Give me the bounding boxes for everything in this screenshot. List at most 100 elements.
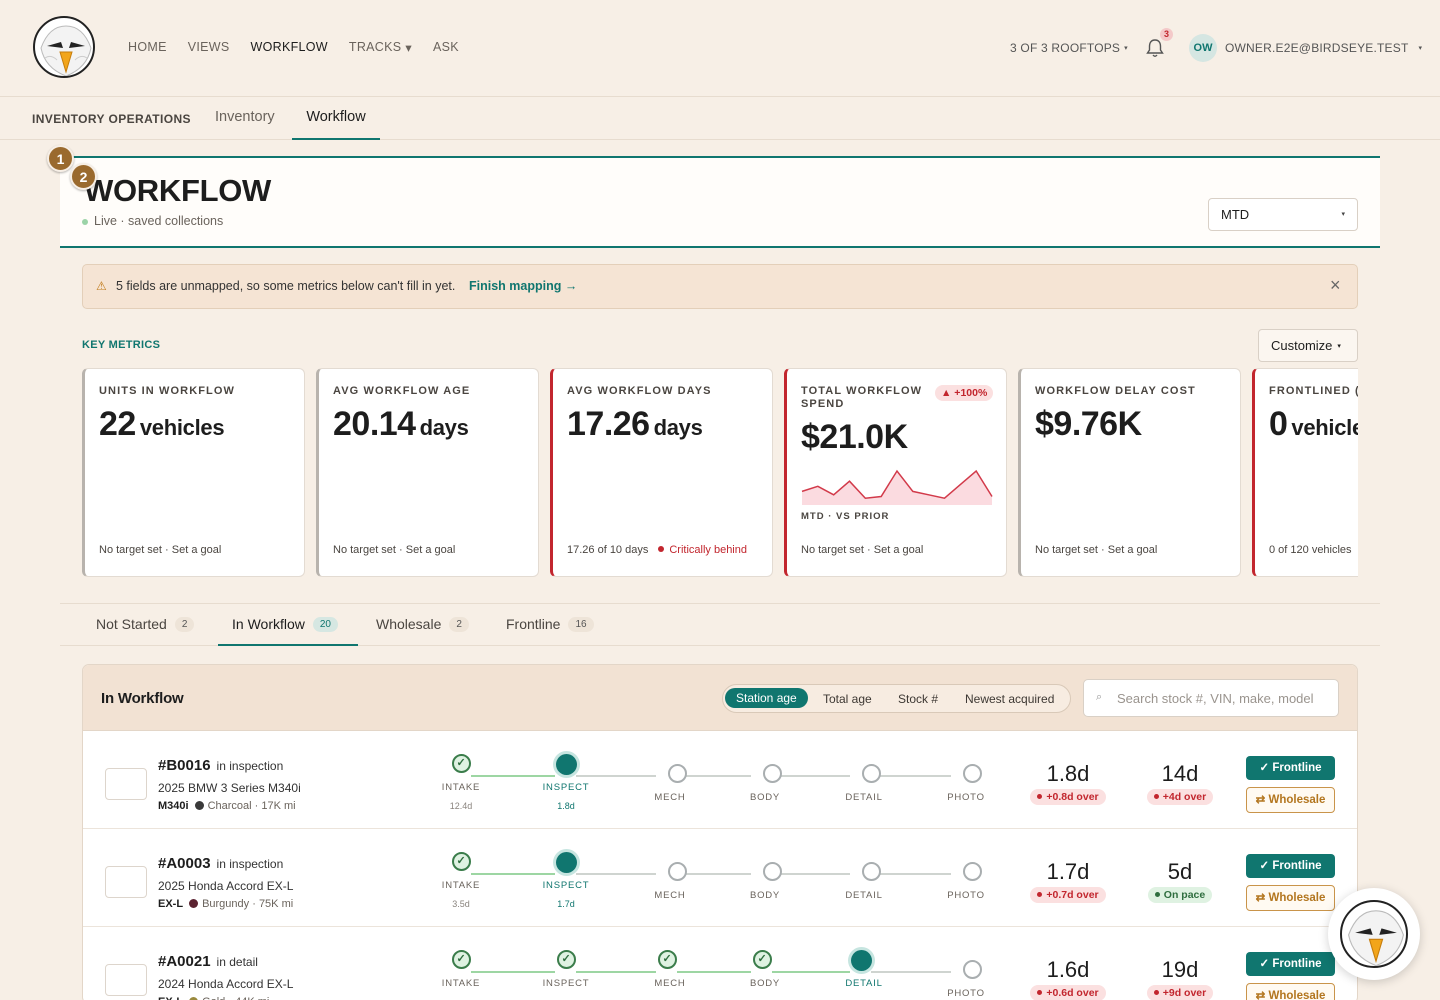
wholesale-button[interactable]: ⇄ Wholesale <box>1246 885 1335 911</box>
total-age: 19d +9d over <box>1135 927 1225 1000</box>
stock-number[interactable]: #A0021 in detail <box>158 953 258 970</box>
stage-node-inspect[interactable] <box>556 950 576 969</box>
stage-node-detail[interactable] <box>850 950 872 971</box>
metric-footer: 0 of 120 vehicles <box>1269 544 1352 556</box>
sort-station-age[interactable]: Station age <box>725 688 808 708</box>
metric-unit: vehicles <box>1291 415 1358 440</box>
chevron-down-icon: ▾ <box>1337 343 1341 350</box>
stage-node-intake[interactable] <box>451 754 471 773</box>
close-icon[interactable]: × <box>1330 275 1341 295</box>
vehicle-thumbnail[interactable] <box>105 768 147 800</box>
step-marker[interactable]: 1 <box>47 145 74 172</box>
nav-link-home[interactable]: HOME <box>128 40 167 54</box>
assistant-button[interactable] <box>1328 888 1420 980</box>
metric-card[interactable]: WORKFLOW DELAY COST $9.76K No target set ·… <box>1018 368 1241 577</box>
birdseye-logo[interactable] <box>33 16 95 78</box>
status-dot <box>1037 892 1043 897</box>
search-icon: ⌕ <box>1096 691 1103 703</box>
frontline-button[interactable]: ✓ Frontline <box>1246 756 1335 780</box>
stage-node-photo[interactable] <box>962 862 982 881</box>
nav-link-views[interactable]: VIEWS <box>187 40 230 54</box>
sort-total-age[interactable]: Total age <box>823 692 872 706</box>
station-age: 1.8d +0.8d over <box>1023 731 1113 805</box>
badge-text: +0.7d over <box>1046 889 1099 901</box>
metric-label: FRONTLINED ( <box>1269 385 1358 397</box>
tab-wholesale[interactable]: Wholesale 2 <box>376 604 469 646</box>
vehicle-thumbnail[interactable] <box>105 964 147 996</box>
user-menu[interactable]: OWNER.E2E@BIRDSEYE.TEST ▾ <box>1225 41 1423 55</box>
metric-card[interactable]: AVG WORKFLOW AGE 20.14 days No target set ·… <box>316 368 539 577</box>
stage-node-photo[interactable] <box>962 764 982 783</box>
bell-icon[interactable] <box>1146 38 1164 58</box>
vehicle-details: EX-L Burgundy · 75K mi <box>158 898 294 910</box>
progress-segment <box>677 873 751 875</box>
vehicle-thumbnail[interactable] <box>105 866 147 898</box>
metric-value: 17.26 days <box>567 405 703 444</box>
stage-label: MECH <box>654 890 686 901</box>
avatar[interactable]: OW <box>1189 34 1217 62</box>
stage-node-photo[interactable] <box>962 960 982 979</box>
progress-segment <box>471 873 555 875</box>
tab-inventory[interactable]: Inventory <box>215 109 275 125</box>
stage-node-intake[interactable] <box>451 852 471 871</box>
stage-node-inspect[interactable] <box>555 754 577 775</box>
metric-number: 22 <box>99 405 136 443</box>
workflow-progress: INTAKE 3.5d INSPECT 1.7d MECH BODY DETAIL PHOTO <box>442 829 1003 927</box>
progress-segment <box>677 971 751 973</box>
tab-frontline[interactable]: Frontline 16 <box>506 604 594 646</box>
nav-link-tracks[interactable]: TRACKS <box>348 40 402 54</box>
wholesale-button[interactable]: ⇄ Wholesale <box>1246 787 1335 813</box>
frontline-button[interactable]: ✓ Frontline <box>1246 952 1335 976</box>
metric-card[interactable]: UNITS IN WORKFLOW 22 vehicles No target set… <box>82 368 305 577</box>
step-marker[interactable]: 2 <box>70 163 97 190</box>
stage-node-intake[interactable] <box>451 950 471 969</box>
metric-number: 17.26 <box>567 405 650 443</box>
finish-mapping-link[interactable]: Finish mapping → <box>469 279 578 293</box>
stock-number[interactable]: #A0003 in inspection <box>158 855 283 872</box>
tab-not-started[interactable]: Not Started 2 <box>96 604 195 646</box>
stage-prefix: in <box>216 759 226 773</box>
tab-workflow[interactable]: Workflow <box>292 97 380 140</box>
nav-link-workflow[interactable]: WORKFLOW <box>250 40 328 54</box>
stage-name: inspection <box>229 759 284 773</box>
table-row[interactable]: #A0003 in inspection 2025 Honda Accord EX-… <box>83 829 1357 927</box>
wholesale-button[interactable]: ⇄ Wholesale <box>1246 983 1335 1000</box>
total-age-badge: +9d over <box>1146 985 1214 1000</box>
stage-node-mech[interactable] <box>667 862 687 881</box>
stage-node-mech[interactable] <box>657 950 677 969</box>
chevron-down-icon: ▾ <box>1418 45 1423 52</box>
stage-node-body[interactable] <box>762 764 782 783</box>
sort-newest-acquired[interactable]: Newest acquired <box>965 692 1055 706</box>
tab-in-workflow[interactable]: In Workflow 20 <box>218 604 358 646</box>
vehicle-mileage: 17K mi <box>261 800 296 812</box>
stage-node-body[interactable] <box>762 862 782 881</box>
table-row[interactable]: #A0021 in detail 2024 Honda Accord EX-L EX-… <box>83 927 1357 1000</box>
color-swatch <box>189 899 199 908</box>
search-input[interactable]: ⌕ Search stock #, VIN, make, model <box>1083 679 1339 717</box>
metric-card[interactable]: AVG WORKFLOW DAYS 17.26 days 17.26 of 10 da… <box>550 368 773 577</box>
stock-number[interactable]: #B0016 in inspection <box>158 757 283 774</box>
frontline-button[interactable]: ✓ Frontline <box>1246 854 1335 878</box>
progress-segment <box>871 775 951 777</box>
period-select[interactable]: MTD ▾ <box>1208 198 1358 231</box>
metric-footer-text: No target set · Set a goal <box>99 544 222 556</box>
sort-stock-number[interactable]: Stock # <box>898 692 939 706</box>
table-row[interactable]: #B0016 in inspection 2025 BMW 3 Series M34… <box>83 731 1357 829</box>
customize-button[interactable]: Customize ▾ <box>1258 329 1358 362</box>
vehicle-name: 2025 Honda Accord EX-L <box>158 879 294 893</box>
stage-node-detail[interactable] <box>861 764 881 783</box>
stage-node-body[interactable] <box>752 950 772 969</box>
unmapped-fields-alert: ⚠ 5 fields are unmapped, so some metrics… <box>82 264 1358 309</box>
rooftop-selector[interactable]: 3 OF 3 ROOFTOPS ▾ <box>1010 41 1128 55</box>
metric-value: $21.0K <box>801 418 908 457</box>
metric-card[interactable]: TOTAL WORKFLOW SPEND $21.0K ▲ +100% MTD · V… <box>784 368 1007 577</box>
stage-node-inspect[interactable] <box>555 852 577 873</box>
badge-text: +0.6d over <box>1046 987 1099 999</box>
stage-node-detail[interactable] <box>861 862 881 881</box>
stage-node-mech[interactable] <box>667 764 687 783</box>
stock-id: #A0021 <box>158 953 211 970</box>
nav-link-ask[interactable]: ASK <box>433 40 459 54</box>
stage-label: PHOTO <box>947 988 985 999</box>
